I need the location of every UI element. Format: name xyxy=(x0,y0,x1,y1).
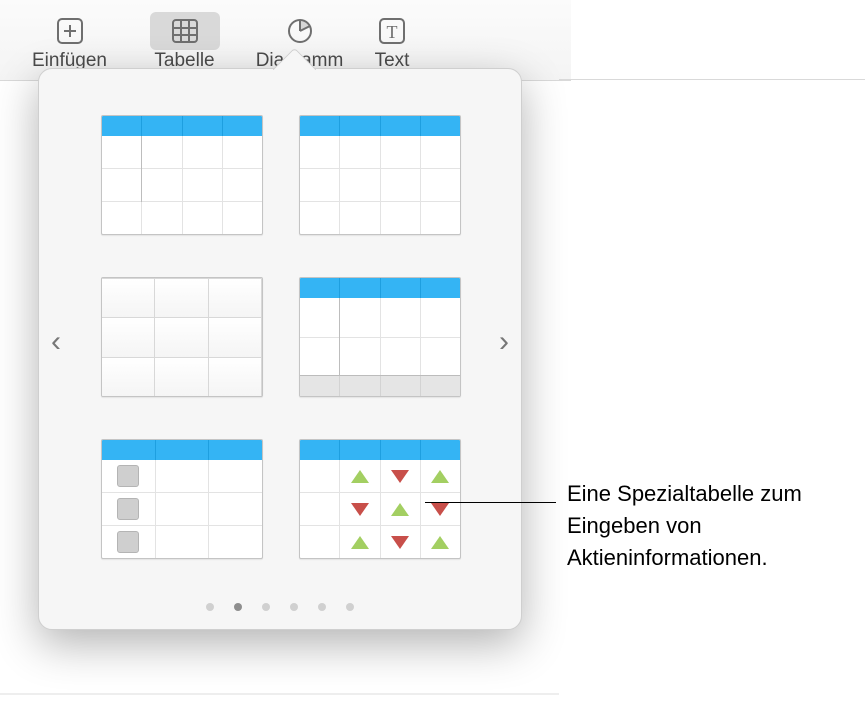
insert-icon xyxy=(12,14,127,48)
triangle-down-icon xyxy=(431,503,449,516)
triangle-up-icon xyxy=(431,470,449,483)
svg-text:T: T xyxy=(387,22,398,42)
triangle-down-icon xyxy=(351,503,369,516)
table-template-header-plain[interactable] xyxy=(299,115,461,235)
triangle-up-icon xyxy=(391,503,409,516)
page-dots xyxy=(39,603,521,611)
prev-page-arrow[interactable]: ‹ xyxy=(45,319,67,365)
table-template-no-header-gradient[interactable] xyxy=(101,277,263,397)
table-template-header-basic[interactable] xyxy=(101,115,263,235)
page-dot[interactable] xyxy=(290,603,298,611)
table-icon xyxy=(150,12,220,50)
table-templates-popover: ‹ › xyxy=(38,68,522,630)
lower-edge xyxy=(0,693,559,695)
callout-leader-line xyxy=(425,502,556,503)
text-icon: T xyxy=(357,14,427,48)
table-template-checklist[interactable] xyxy=(101,439,263,559)
toolbar-item-table[interactable]: Tabelle xyxy=(127,0,242,72)
triangle-up-icon xyxy=(351,470,369,483)
triangle-up-icon xyxy=(351,536,369,549)
next-page-arrow[interactable]: › xyxy=(493,319,515,365)
page-dot[interactable] xyxy=(346,603,354,611)
callout-text: Eine Spezialtabelle zum Eingeben von Akt… xyxy=(567,478,852,574)
page-dot[interactable] xyxy=(318,603,326,611)
triangle-up-icon xyxy=(431,536,449,549)
chart-icon xyxy=(242,14,357,48)
table-template-header-footer[interactable] xyxy=(299,277,461,397)
triangle-down-icon xyxy=(391,470,409,483)
toolbar-item-text[interactable]: T Text xyxy=(357,0,427,72)
checkbox-icon xyxy=(117,498,139,520)
toolbar-item-insert[interactable]: Einfügen xyxy=(12,0,127,72)
triangle-down-icon xyxy=(391,536,409,549)
page-dot[interactable] xyxy=(262,603,270,611)
checkbox-icon xyxy=(117,465,139,487)
table-template-stocks[interactable] xyxy=(299,439,461,559)
toolbar-border-extension xyxy=(559,79,865,80)
page-dot[interactable] xyxy=(234,603,242,611)
checkbox-icon xyxy=(117,531,139,553)
template-grid xyxy=(101,115,459,559)
page-dot[interactable] xyxy=(206,603,214,611)
